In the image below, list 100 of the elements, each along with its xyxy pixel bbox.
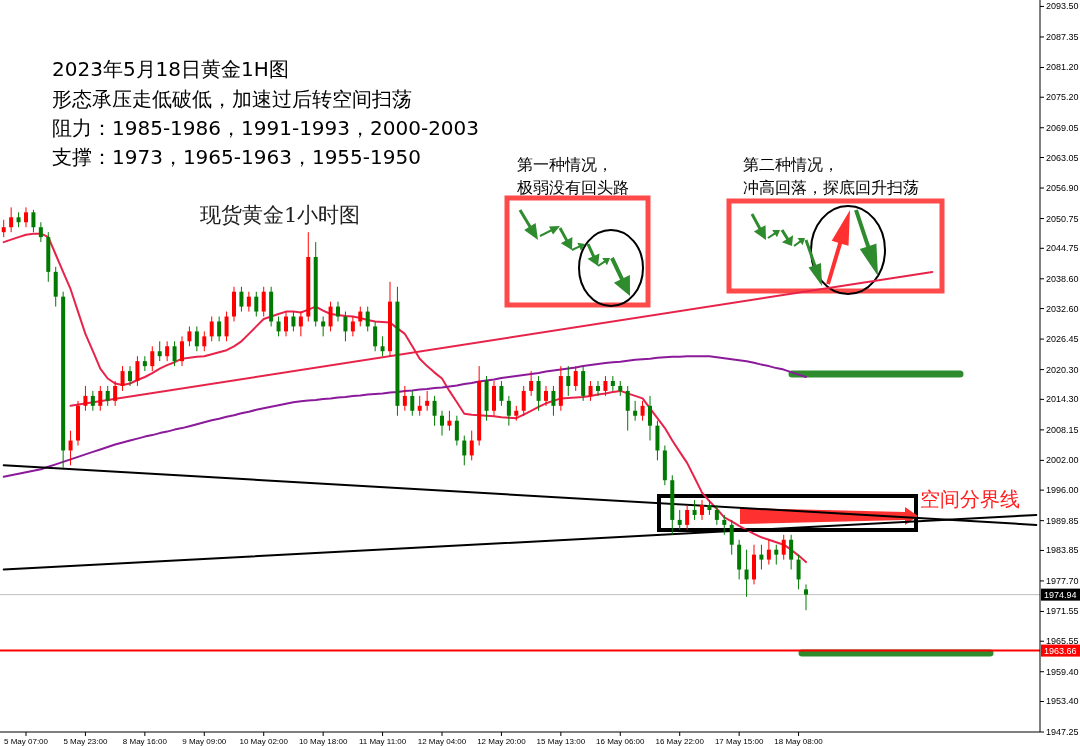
candlestick [536, 375, 541, 412]
candlestick [633, 400, 638, 422]
candlestick [209, 316, 214, 342]
y-tick-label: 2056.90 [1046, 183, 1079, 194]
x-tick-label: 11 May 11:00 [358, 737, 407, 746]
candlestick [98, 385, 103, 412]
candlestick [239, 286, 244, 313]
candlestick [224, 311, 229, 342]
candlestick [529, 370, 534, 397]
candlestick [128, 365, 132, 387]
y-tick-label: 2038.60 [1046, 273, 1079, 284]
x-tick-label: 12 May 20:00 [477, 737, 527, 746]
y-tick-label: 2075.20 [1046, 92, 1079, 103]
ref-line-label: 1974.94 [1044, 590, 1077, 601]
candlestick [469, 430, 474, 461]
candlestick [447, 410, 452, 432]
candlestick [194, 325, 199, 352]
y-tick-label: 1947.25 [1046, 727, 1079, 737]
candlestick [499, 380, 504, 407]
y-tick-label: 2002.00 [1046, 455, 1079, 466]
candlestick [402, 385, 407, 412]
candlestick [625, 385, 630, 432]
candlestick [187, 325, 192, 347]
candlestick [454, 415, 459, 446]
candlestick [648, 395, 652, 442]
annotation: 阻力：1985-1986，1991-1993，2000-2003 [52, 116, 480, 140]
candlestick [759, 544, 764, 571]
candlestick [343, 311, 348, 342]
annotation: 现货黄金1小时图 [200, 203, 361, 227]
x-tick-label: 12 May 04:00 [417, 737, 467, 746]
candlestick [596, 380, 600, 397]
x-tick-label: 16 May 06:00 [596, 737, 646, 746]
candlestick [150, 345, 155, 372]
y-tick-label: 1965.55 [1046, 636, 1079, 647]
y-tick-label: 2093.50 [1046, 1, 1079, 12]
text: 2023年5月18日黄金1H图 [52, 57, 289, 81]
candlestick [677, 509, 682, 531]
y-tick-label: 2087.35 [1046, 31, 1079, 42]
candlestick [24, 206, 28, 228]
x-tick-label: 17 May 15:00 [714, 737, 764, 746]
candlestick [142, 355, 147, 372]
y-tick-label: 2044.75 [1046, 243, 1079, 254]
y-tick-label: 1959.40 [1046, 666, 1079, 677]
candlestick [284, 311, 288, 337]
candlestick [417, 395, 422, 417]
candlestick [9, 206, 14, 233]
y-tick-label: 1953.40 [1046, 696, 1079, 707]
annotation: 第二种情况， [743, 155, 839, 174]
x-tick-label: 5 May 23:00 [63, 737, 108, 746]
candlestick [521, 385, 526, 417]
candlestick [68, 430, 73, 466]
candlestick [217, 316, 222, 342]
annotation: 支撑：1973，1965-1963，1955-1950 [52, 145, 421, 169]
candlestick [261, 286, 266, 318]
candlestick [135, 355, 140, 387]
candlestick [440, 410, 444, 437]
candlestick [31, 209, 36, 233]
ref-line-label: 1963.66 [1044, 646, 1077, 657]
y-tick-label: 2014.30 [1046, 394, 1079, 405]
candlestick [610, 375, 615, 392]
x-tick-label: 15 May 13:00 [536, 737, 586, 746]
y-tick-label: 2063.05 [1046, 152, 1079, 163]
candlestick [350, 316, 355, 337]
annotation: 形态承压走低破低，加速过后转空间扫荡 [52, 87, 412, 111]
candlestick [722, 514, 727, 536]
y-tick-label: 2026.45 [1046, 334, 1079, 345]
y-tick-label: 2032.60 [1046, 303, 1079, 314]
x-tick-label: 5 May 07:00 [3, 737, 49, 746]
candlestick [603, 375, 608, 397]
candlestick [692, 499, 697, 521]
candlestick [321, 316, 326, 337]
candlestick [328, 301, 333, 332]
candlestick [640, 400, 645, 422]
x-tick-label: 16 May 22:00 [655, 737, 705, 746]
annotation: 第一种情况， [517, 155, 613, 174]
candlestick [410, 390, 415, 417]
y-tick-label: 1977.70 [1046, 575, 1079, 586]
x-tick-label: 10 May 02:00 [239, 737, 289, 746]
candlestick [380, 335, 385, 357]
candlestick [113, 380, 118, 407]
line-series [2, 355, 807, 478]
candlestick [373, 320, 378, 352]
candlestick [202, 330, 207, 352]
y-tick-label: 1996.00 [1046, 485, 1079, 496]
annotation: 极弱没有回头路 [516, 178, 629, 197]
annotation: 冲高回落，探底回升扫荡 [743, 178, 919, 197]
candlestick [38, 221, 43, 243]
candlestick [506, 395, 511, 427]
candlestick [425, 390, 430, 412]
candlestick [700, 499, 704, 521]
candlestick [796, 554, 801, 590]
candlestick [551, 385, 556, 417]
y-tick-label: 2081.20 [1046, 62, 1079, 73]
candlestick [774, 544, 779, 566]
candlestick [254, 291, 259, 318]
y-tick-label: 2050.75 [1046, 213, 1079, 224]
candlestick [729, 519, 734, 556]
candlestick [276, 316, 281, 337]
candlestick [566, 365, 571, 397]
y-tick-label: 2008.15 [1046, 424, 1079, 435]
